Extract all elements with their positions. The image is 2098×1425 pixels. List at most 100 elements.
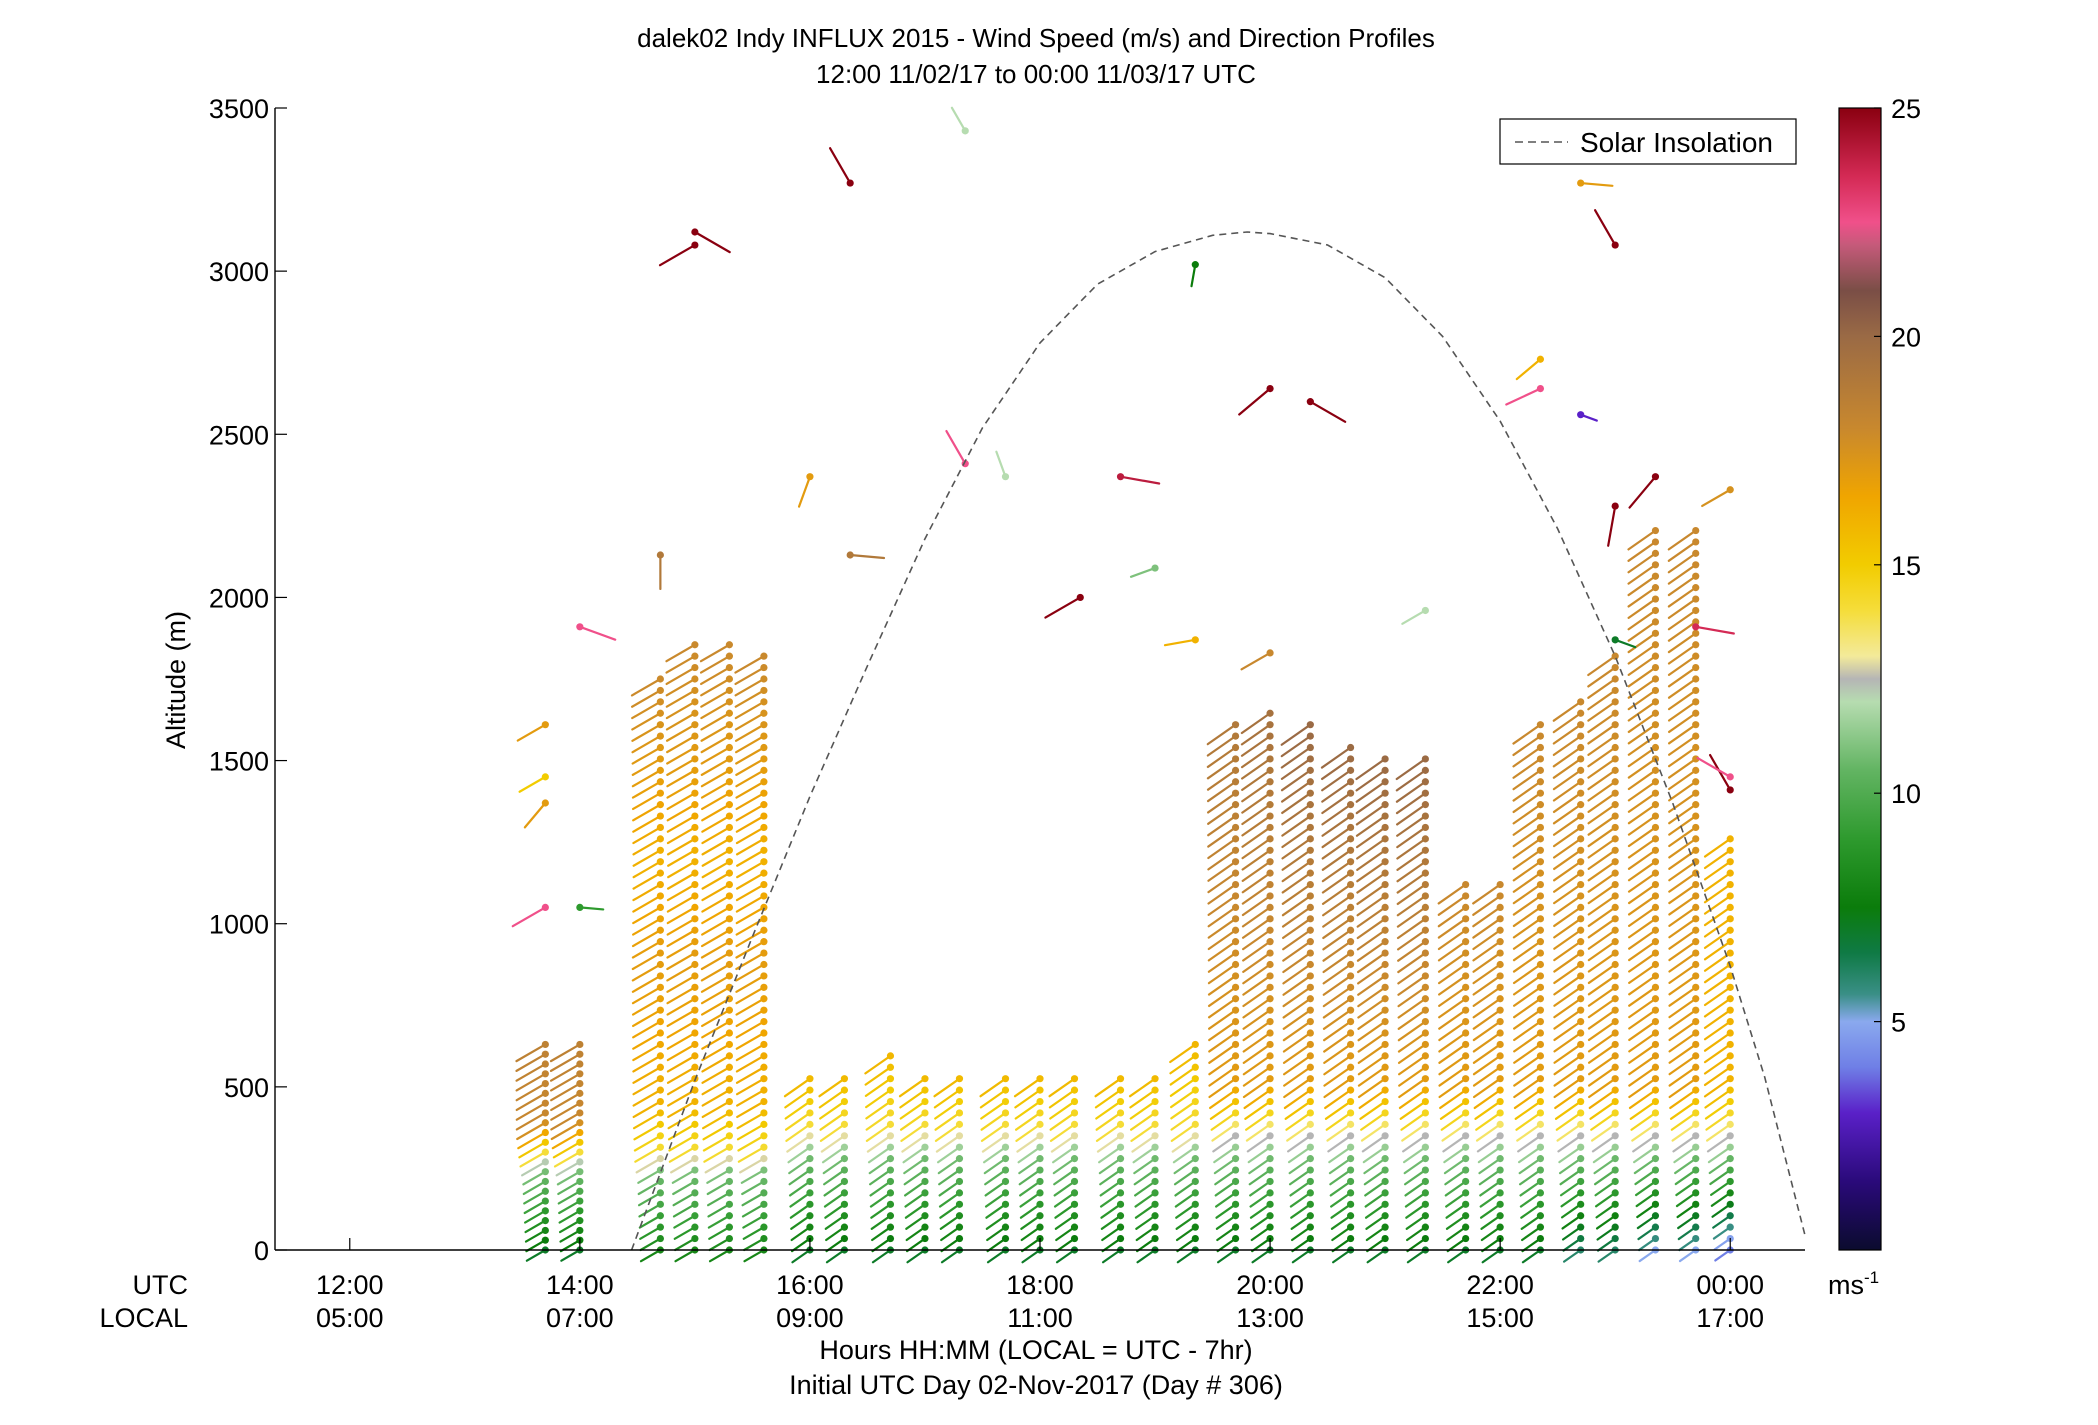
wind-vane-shaft	[1326, 1123, 1352, 1142]
wind-vane-point	[656, 1109, 664, 1117]
wind-vane-shaft	[735, 894, 766, 913]
wind-vane-shaft	[1098, 1157, 1122, 1175]
wind-vane-shaft	[1590, 1111, 1617, 1131]
wind-vane-shaft	[700, 951, 731, 971]
wind-vane-point	[1421, 1086, 1429, 1094]
wind-vane-point	[1347, 983, 1355, 991]
wind-vane-shaft	[699, 643, 731, 663]
wind-vane-point	[1611, 869, 1619, 877]
wind-vane-point	[1651, 675, 1660, 683]
wind-vane-shaft	[865, 1111, 892, 1131]
wind-vane-point	[1692, 663, 1700, 672]
wind-vane-point	[1462, 892, 1470, 900]
wind-vane-point	[840, 1086, 849, 1094]
wind-vane-point	[1347, 1029, 1355, 1037]
wind-vane-point	[541, 773, 549, 781]
wind-vane-shaft	[1439, 1089, 1467, 1110]
wind-vane-shaft	[870, 1214, 892, 1230]
wind-vane-point	[691, 960, 699, 969]
wind-vane-shaft	[1129, 1100, 1157, 1120]
wind-vane-point	[1381, 1177, 1389, 1186]
wind-vane-point	[1036, 1075, 1044, 1083]
wind-vane-point	[1116, 1109, 1125, 1117]
wind-vane-point	[1496, 1132, 1504, 1140]
wind-vane-point	[1266, 649, 1274, 657]
wind-vane-shaft	[631, 997, 662, 1016]
wind-vane-shaft	[1519, 1180, 1542, 1197]
wind-vane-point	[1347, 938, 1355, 946]
wind-vane-shaft	[1322, 997, 1352, 1019]
wind-vane-shaft	[666, 883, 696, 902]
wind-vane-shaft	[1242, 1009, 1272, 1030]
wind-vane-point	[725, 1086, 733, 1094]
wind-vane-shaft	[1445, 1214, 1467, 1230]
wind-vane-shaft	[1324, 1089, 1352, 1110]
wind-vane-shaft	[1588, 1089, 1617, 1110]
wind-vane-shaft	[1018, 1157, 1042, 1175]
wind-vane-point	[806, 1120, 814, 1128]
wind-vane-point	[691, 686, 699, 695]
wind-vane-shaft	[1439, 1100, 1467, 1120]
wind-vane-point	[541, 1158, 549, 1166]
wind-vane-shaft	[700, 769, 731, 788]
wind-vane-point	[691, 1166, 699, 1174]
wind-vane-point	[1306, 1155, 1314, 1163]
wind-vane-point	[1151, 1132, 1159, 1140]
wind-vane-point	[1070, 1143, 1079, 1151]
wind-vane-shaft	[549, 1062, 581, 1082]
wind-vane-shaft	[1242, 1043, 1272, 1064]
wind-vane-point	[1577, 880, 1585, 889]
wind-vane-point	[1536, 823, 1545, 832]
wind-vane-point	[1726, 1143, 1734, 1151]
wind-vane-shaft	[1627, 575, 1657, 597]
wind-vane-shaft	[631, 986, 662, 1005]
wind-vane-point	[1496, 880, 1504, 889]
wind-vane-point	[1347, 892, 1355, 900]
wind-vane-shaft	[1512, 769, 1542, 791]
wind-vane-shaft	[1703, 860, 1732, 881]
wind-vane-point	[1231, 1063, 1240, 1071]
wind-profile	[1280, 721, 1314, 1264]
wind-vane-shaft	[701, 792, 731, 811]
wind-vane-point	[1651, 1018, 1660, 1026]
wind-vane-point	[1306, 812, 1314, 820]
wind-vane-shaft	[1587, 929, 1617, 950]
wind-vane-point	[725, 1143, 733, 1151]
wind-vane-shaft	[1579, 181, 1614, 187]
wind-vane-shaft	[1397, 1031, 1427, 1053]
wind-vane-shaft	[1628, 475, 1657, 509]
wind-vane-point	[725, 926, 733, 934]
wind-vane-shaft	[1594, 1191, 1617, 1208]
wind-vane-shaft	[1587, 746, 1617, 768]
wind-vane-point	[1577, 411, 1585, 419]
wind-vane-shaft	[1404, 1180, 1427, 1197]
wind-vane-point	[1577, 892, 1585, 900]
wind-vane-point	[1726, 926, 1734, 934]
wind-vane-point	[1266, 1040, 1274, 1049]
wind-vane-shaft	[1207, 837, 1237, 860]
wind-vane-shaft	[1518, 1157, 1542, 1175]
wind-vane-point	[1421, 915, 1429, 923]
wind-profile	[1512, 721, 1545, 1264]
wind-vane-shaft	[511, 906, 547, 928]
wind-vane-shaft	[1515, 358, 1542, 381]
wind-vane-shaft	[1019, 1191, 1042, 1208]
wind-vane-point	[691, 892, 699, 900]
wind-vane-point	[1381, 1109, 1389, 1117]
wind-vane-shaft	[1400, 1111, 1427, 1131]
wind-vane-point	[1536, 938, 1545, 946]
wind-vane-point	[1651, 1120, 1660, 1128]
wind-vane-point	[1381, 766, 1389, 774]
wind-vane-point	[840, 1166, 849, 1174]
wind-vane-point	[1577, 1040, 1585, 1049]
wind-vane-shaft	[1245, 1123, 1272, 1142]
wind-vane-shaft	[984, 1180, 1007, 1197]
wind-vane-shaft	[1014, 1111, 1042, 1131]
wind-vane-shaft	[939, 1203, 961, 1219]
wind-vane-shaft	[701, 1077, 731, 1096]
wind-vane-shaft	[1291, 1237, 1312, 1253]
wind-vane-shaft	[1517, 1146, 1542, 1164]
wind-vane-shaft	[1512, 917, 1542, 939]
wind-vane-point	[725, 1132, 733, 1140]
wind-vane-shaft	[666, 974, 696, 993]
